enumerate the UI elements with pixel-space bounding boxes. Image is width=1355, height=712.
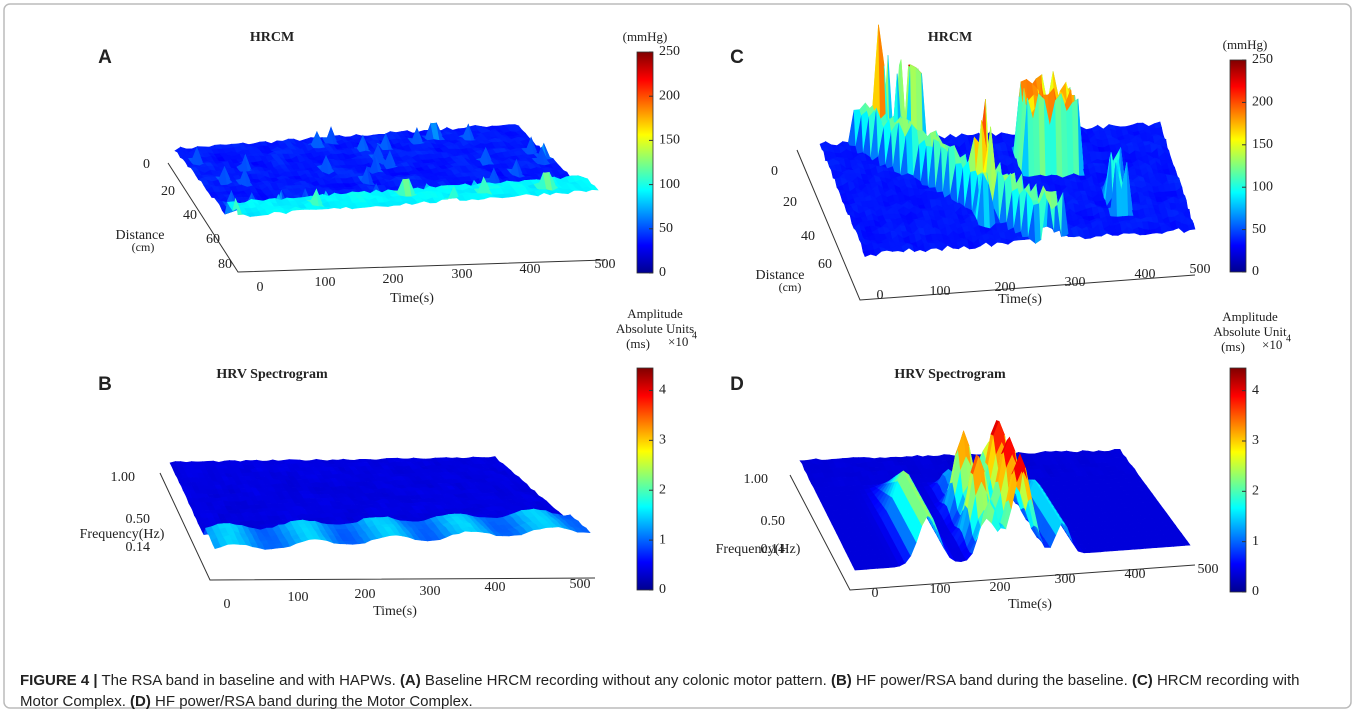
- x-tick-label: 100: [288, 590, 309, 605]
- colorbar-tick-label: 200: [659, 88, 680, 103]
- surface: [170, 457, 590, 550]
- panel-title: HRV Spectrogram: [216, 367, 328, 382]
- y-tick-label: 40: [183, 208, 197, 223]
- colorbar-multiplier: ×10: [668, 334, 688, 349]
- panel: DHRV Spectrogram0100200300400500Time(s)1…: [716, 309, 1291, 612]
- y-tick-label: 60: [206, 232, 220, 247]
- surface-patch: [1156, 127, 1163, 133]
- x-tick-label: 400: [485, 580, 506, 595]
- x-tick-label: 0: [224, 597, 231, 612]
- y-tick-label: 0: [143, 157, 150, 172]
- x-tick-label: 300: [420, 584, 441, 599]
- colorbar: [637, 368, 653, 590]
- surface: [820, 25, 1195, 257]
- y-tick-label: 20: [161, 184, 175, 199]
- colorbar-tick-label: 3: [659, 433, 666, 448]
- colorbar-tick-label: 2: [659, 482, 666, 497]
- colorbar-label: Amplitude: [627, 306, 683, 321]
- x-tick-label: 300: [452, 267, 473, 282]
- y-tick-label: 0.50: [126, 512, 151, 527]
- colorbar-label: (mmHg): [1223, 37, 1268, 52]
- colorbar-tick-label: 0: [659, 265, 666, 280]
- panel-letter: A: [98, 47, 112, 68]
- y-tick-label: 80: [218, 257, 232, 272]
- x-tick-label: 300: [1065, 275, 1086, 290]
- y-tick-label: 1.00: [111, 470, 136, 485]
- panel: AHRCM0100200300400500Time(s)020406080Dis…: [98, 29, 680, 306]
- x-tick-label: 100: [315, 275, 336, 290]
- colorbar-tick-label: 100: [659, 177, 680, 192]
- y-tick-label: 20: [783, 195, 797, 210]
- x-axis-label: Time(s): [390, 291, 434, 306]
- colorbar: [637, 52, 653, 273]
- colorbar-tick-label: 150: [1252, 137, 1273, 152]
- panel-title: HRCM: [928, 30, 972, 45]
- colorbar-tick-label: 50: [1252, 222, 1266, 237]
- y-tick-label: 60: [818, 257, 832, 272]
- panel-letter: C: [730, 47, 744, 68]
- panel-title: HRV Spectrogram: [894, 367, 1006, 382]
- y-axis-unit: (cm): [779, 280, 802, 294]
- y-axis-unit: (cm): [132, 240, 155, 254]
- colorbar-label: (ms): [626, 336, 650, 351]
- surface: [800, 421, 1190, 570]
- y-axis-label: Frequency(Hz): [80, 527, 165, 542]
- colorbar-exponent: 4: [692, 330, 697, 341]
- x-tick-label: 400: [520, 262, 541, 277]
- panel-letter: B: [98, 374, 112, 395]
- colorbar-tick-label: 50: [659, 221, 673, 236]
- y-tick-label: 0.14: [126, 540, 151, 555]
- colorbar: [1230, 60, 1246, 272]
- x-tick-label: 200: [383, 272, 404, 287]
- colorbar-tick-label: 250: [1252, 52, 1273, 67]
- x-axis-label: Time(s): [998, 292, 1042, 307]
- x-tick-label: 500: [1190, 262, 1211, 277]
- colorbar-tick-label: 0: [659, 582, 666, 597]
- panel: CHRCM0100200300400500Time(s)0204060Dista…: [730, 25, 1273, 307]
- colorbar-label: (mmHg): [623, 29, 668, 44]
- x-tick-label: 500: [570, 577, 591, 592]
- colorbar-tick-label: 4: [659, 383, 666, 398]
- y-tick-label: 40: [801, 229, 815, 244]
- x-tick-label: 100: [930, 284, 951, 299]
- panel-letter: D: [730, 374, 744, 395]
- x-tick-label: 400: [1135, 267, 1156, 282]
- colorbar-tick-label: 250: [659, 44, 680, 59]
- x-tick-label: 0: [257, 280, 264, 295]
- colorbar-tick-label: 1: [659, 532, 666, 547]
- panel: B HRV Spectrogram 0 100 200 300 400 500 Time(s) 1…: [80, 306, 697, 619]
- colorbar-tick-label: 0: [1252, 264, 1259, 279]
- colorbar-tick-label: 200: [1252, 95, 1273, 110]
- x-axis-label: Time(s): [373, 604, 417, 619]
- colorbar-tick-label: 100: [1252, 179, 1273, 194]
- panel-title: HRCM: [250, 30, 294, 45]
- surface: [175, 123, 598, 217]
- x-tick-label: 200: [355, 587, 376, 602]
- x-tick-label: 0: [877, 288, 884, 303]
- figure-border: [4, 4, 1351, 708]
- x-tick-label: 500: [595, 257, 616, 272]
- y-tick-label: 0: [771, 164, 778, 179]
- colorbar-tick-label: 150: [659, 133, 680, 148]
